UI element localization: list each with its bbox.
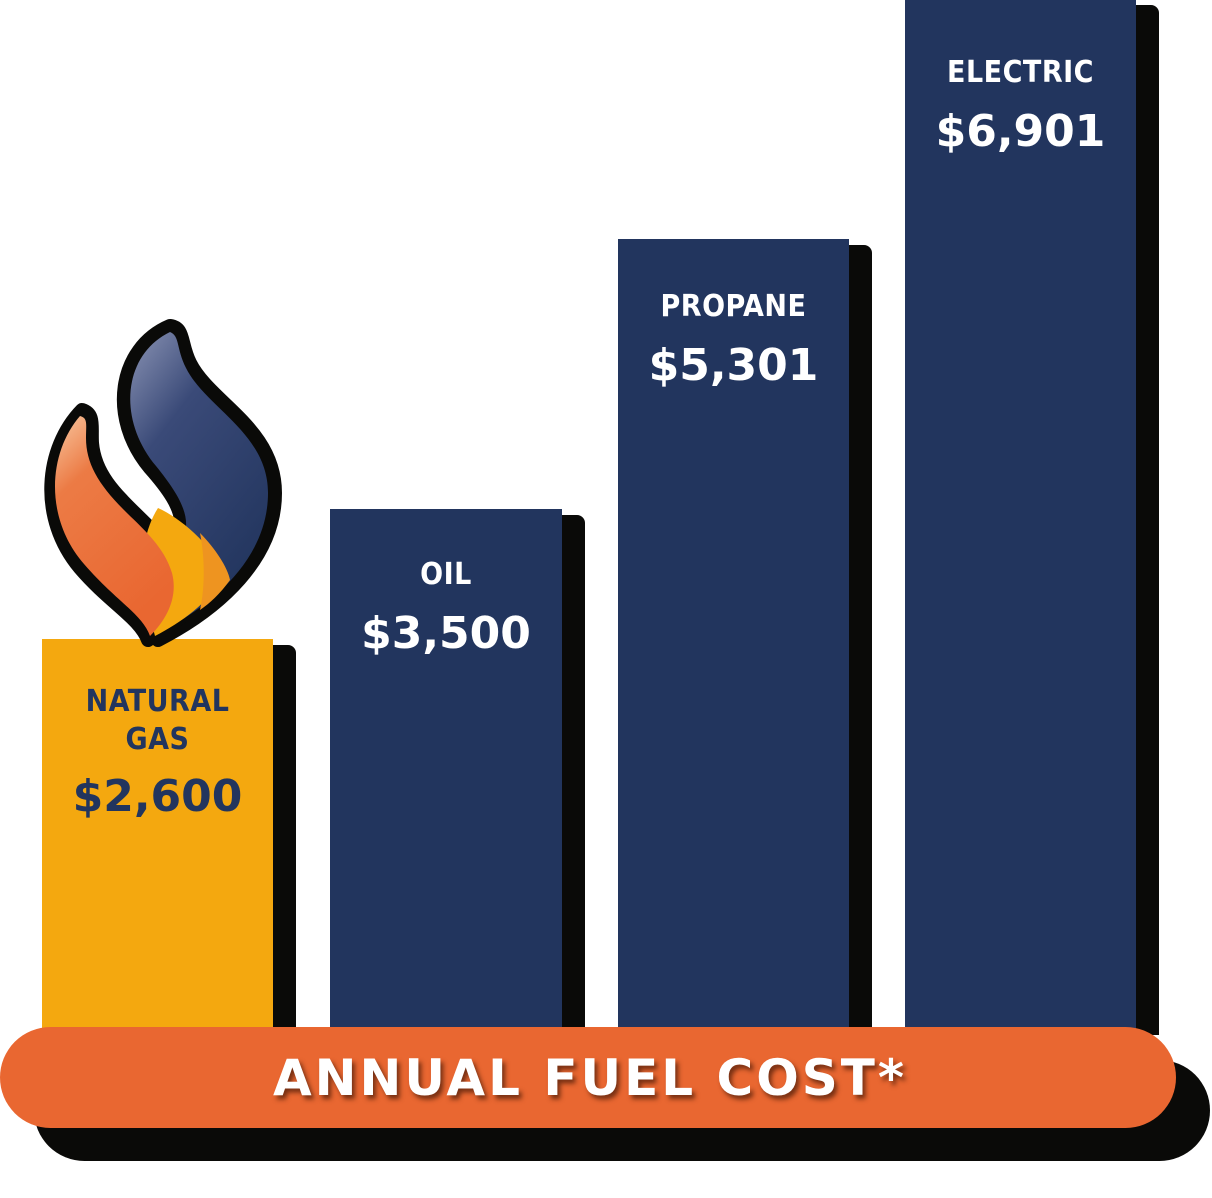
bar-value: $3,500: [361, 608, 531, 659]
bar-value: $6,901: [935, 106, 1106, 157]
bar-label-line2: GAS: [125, 722, 190, 757]
chart-axis-label: ANNUAL FUEL COST*: [272, 1048, 908, 1107]
bar-label: NATURAL: [85, 684, 230, 719]
bar-oil: OIL $3,500: [330, 509, 562, 1039]
bar-electric: ELECTRIC $6,901: [905, 0, 1136, 1039]
bar-shadow-propane: [849, 245, 872, 1035]
bar-label: ELECTRIC: [947, 55, 1094, 90]
footer-pill: ANNUAL FUEL COST*: [0, 1027, 1176, 1128]
bar-value: $2,600: [72, 771, 243, 822]
flame-logo-icon: [44, 319, 282, 647]
bar-propane: PROPANE $5,301: [618, 239, 849, 1039]
bar-value: $5,301: [648, 340, 819, 391]
bar-label: OIL: [420, 557, 472, 592]
bar-natural-gas: NATURAL GAS $2,600: [42, 639, 273, 1039]
bar-shadow-oil: [562, 515, 585, 1035]
bar-shadow-natural-gas: [273, 645, 296, 1035]
bar-label: PROPANE: [660, 289, 807, 324]
bar-shadow-electric: [1136, 5, 1159, 1035]
